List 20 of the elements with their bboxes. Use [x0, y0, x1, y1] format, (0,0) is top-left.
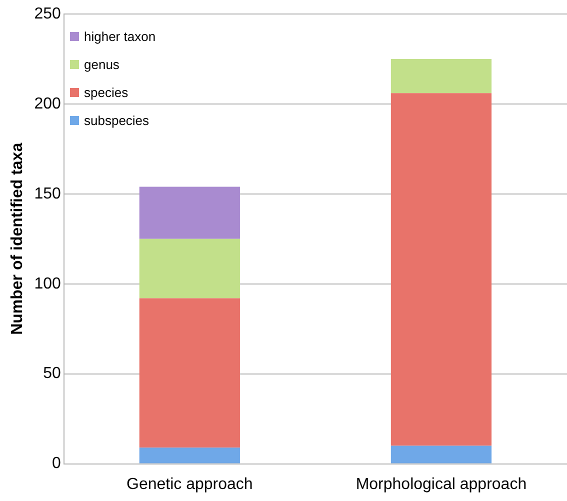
y-tick-label: 0	[52, 455, 61, 472]
legend-label: genus	[84, 56, 120, 72]
bar	[390, 446, 492, 464]
y-tick-label: 50	[43, 365, 61, 382]
y-tick-label: 100	[34, 275, 61, 292]
legend-label: species	[84, 84, 128, 100]
y-tick-label: 200	[34, 95, 61, 112]
legend-label: higher taxon	[84, 28, 156, 44]
bar	[139, 238, 240, 298]
legend-label: subspecies	[84, 112, 150, 128]
y-tick-label: 150	[34, 185, 61, 202]
bar	[139, 448, 240, 464]
y-axis-title: Number of identified taxa	[9, 142, 26, 335]
bar	[390, 93, 492, 446]
x-tick-label: Morphological approach	[356, 476, 527, 493]
y-tick-label: 250	[34, 5, 61, 22]
x-tick-label: Genetic approach	[126, 476, 253, 493]
bar	[139, 298, 240, 448]
bar	[390, 58, 492, 94]
bar	[139, 186, 240, 239]
